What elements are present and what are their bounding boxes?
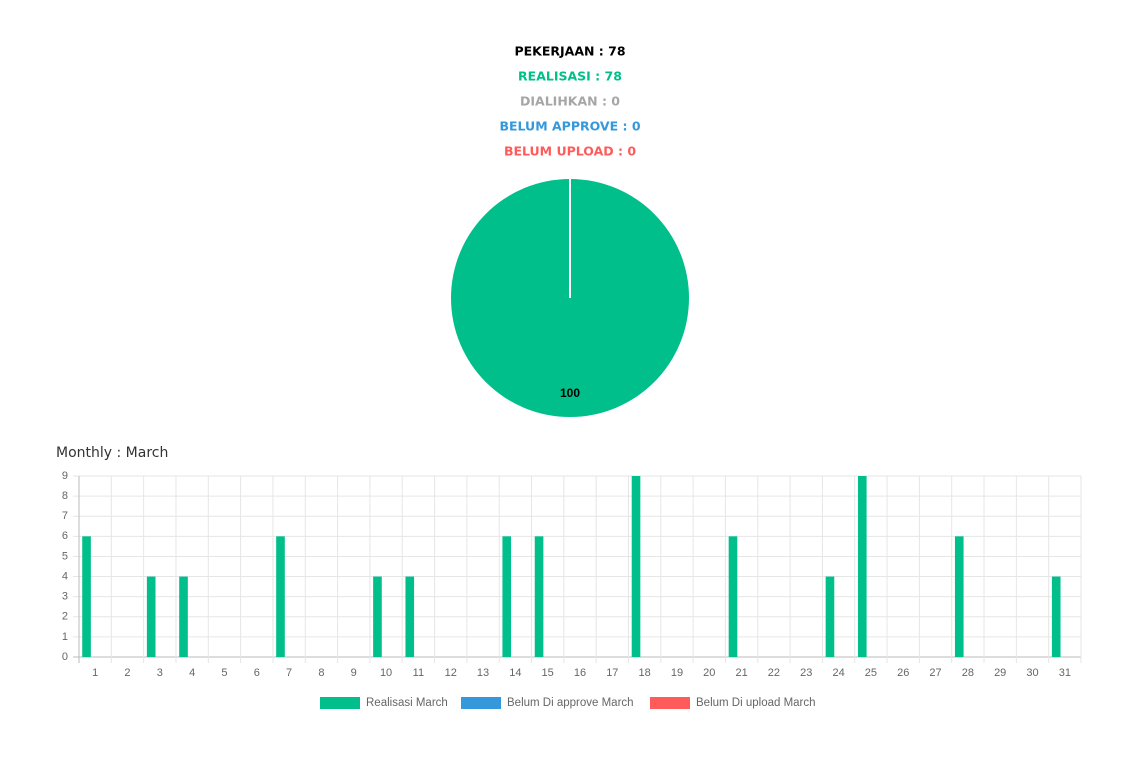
bar [631, 476, 641, 657]
bar [825, 576, 835, 657]
x-tick-label: 20 [703, 667, 715, 679]
x-tick-label: 3 [157, 667, 163, 679]
x-tick-label: 16 [574, 667, 586, 679]
x-tick-label: 31 [1059, 667, 1071, 679]
x-tick-label: 18 [639, 667, 651, 679]
legend-label[interactable]: Realisasi March [366, 697, 448, 709]
x-tick-label: 11 [413, 667, 424, 679]
bar [857, 476, 867, 657]
x-tick-label: 1 [92, 667, 98, 679]
y-tick-label: 8 [62, 490, 68, 502]
legend-swatch[interactable] [650, 697, 690, 709]
x-tick-label: 22 [768, 667, 780, 679]
x-tick-label: 4 [189, 667, 195, 679]
bar-chart-title: Monthly : March [56, 445, 168, 461]
x-tick-label: 23 [800, 667, 812, 679]
summary-line: BELUM APPROVE : 0 [499, 119, 640, 134]
y-tick-label: 6 [62, 530, 68, 542]
bar [502, 536, 512, 657]
x-tick-label: 26 [897, 667, 909, 679]
bar [373, 576, 382, 657]
y-tick-label: 7 [62, 510, 68, 522]
y-tick-label: 9 [62, 470, 68, 482]
x-tick-label: 21 [735, 667, 747, 679]
bar [179, 576, 188, 657]
x-tick-label: 13 [477, 667, 489, 679]
x-tick-label: 14 [509, 667, 521, 679]
x-tick-label: 30 [1026, 667, 1038, 679]
y-tick-label: 0 [62, 651, 68, 663]
bar [405, 576, 415, 657]
legend-label[interactable]: Belum Di upload March [696, 697, 816, 709]
x-tick-label: 5 [221, 667, 227, 679]
y-tick-label: 5 [62, 550, 68, 562]
y-tick-label: 3 [62, 591, 68, 603]
summary-line: DIALIHKAN : 0 [520, 94, 620, 109]
bar [146, 576, 156, 657]
summary-line: PEKERJAAN : 78 [514, 44, 625, 59]
x-tick-label: 2 [124, 667, 130, 679]
x-tick-label: 27 [929, 667, 941, 679]
x-tick-label: 9 [351, 667, 357, 679]
bar [82, 536, 91, 657]
bar [534, 536, 544, 657]
y-tick-label: 1 [62, 631, 68, 643]
x-tick-label: 19 [671, 667, 683, 679]
x-tick-label: 7 [286, 667, 292, 679]
x-tick-label: 6 [254, 667, 260, 679]
x-tick-label: 25 [865, 667, 877, 679]
legend-swatch[interactable] [320, 697, 360, 709]
summary-line: BELUM UPLOAD : 0 [504, 144, 636, 159]
bar [728, 536, 738, 657]
x-tick-label: 29 [994, 667, 1006, 679]
x-tick-label: 24 [832, 667, 844, 679]
legend-label[interactable]: Belum Di approve March [507, 697, 634, 709]
y-tick-label: 4 [62, 570, 68, 582]
legend-swatch[interactable] [461, 697, 501, 709]
summary-line: REALISASI : 78 [518, 69, 622, 84]
x-tick-label: 8 [318, 667, 324, 679]
x-tick-label: 15 [542, 667, 554, 679]
bar [1051, 576, 1061, 657]
bar [276, 536, 285, 657]
x-tick-label: 17 [606, 667, 618, 679]
x-tick-label: 12 [445, 667, 457, 679]
x-tick-label: 10 [380, 667, 392, 679]
bar [954, 536, 964, 657]
pie-label: 100 [560, 386, 580, 400]
y-tick-label: 2 [62, 611, 68, 623]
x-tick-label: 28 [962, 667, 974, 679]
